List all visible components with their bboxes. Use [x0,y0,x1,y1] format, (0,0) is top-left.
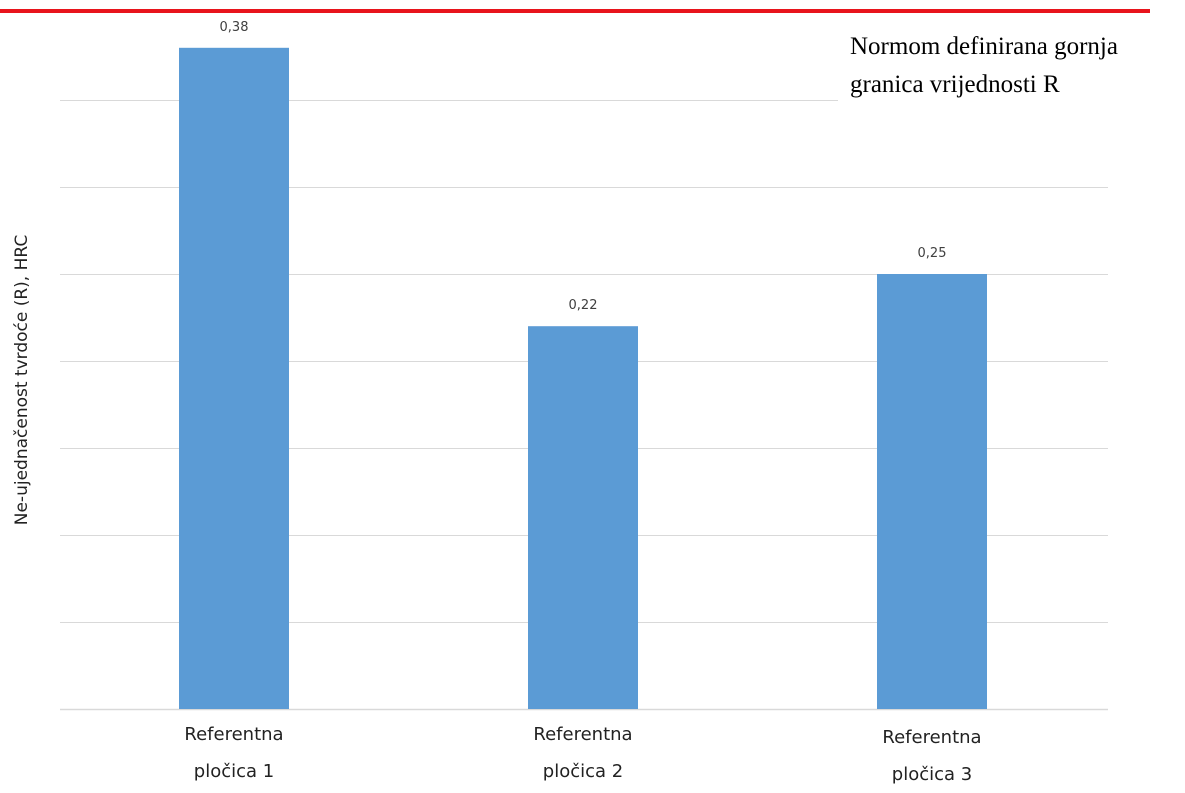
x-tick-label-2-line-1: Referentna [533,724,633,745]
annotation-line-1: Normom definirana gornja [850,33,1118,60]
x-tick-label-3-line-2: pločica 3 [891,764,973,785]
x-tick-label-1-line-2: pločica 1 [193,761,275,782]
x-tick-label-3-line-1: Referentna [882,727,982,748]
bar-2 [528,326,638,709]
bar-1 [179,47,289,710]
x-tick-label-2: Referentna pločica 2 [483,716,683,790]
reference-line-annotation: Normom definirana gornja granica vrijedn… [838,28,1185,104]
x-tick-label-1-line-1: Referentna [184,724,284,745]
x-tick-label-3: Referentna pločica 3 [832,719,1032,793]
data-label-3: 0,25 [918,246,947,261]
x-tick-label-2-line-2: pločica 2 [542,761,624,782]
data-labels: 0,38 0,22 0,25 [220,20,947,313]
data-label-1: 0,38 [220,20,249,35]
bar-series [179,47,987,710]
annotation-line-2: granica vrijednosti R [850,71,1060,98]
data-label-2: 0,22 [569,298,598,313]
x-tick-label-1: Referentna pločica 1 [134,716,334,790]
bar-3 [877,274,987,709]
